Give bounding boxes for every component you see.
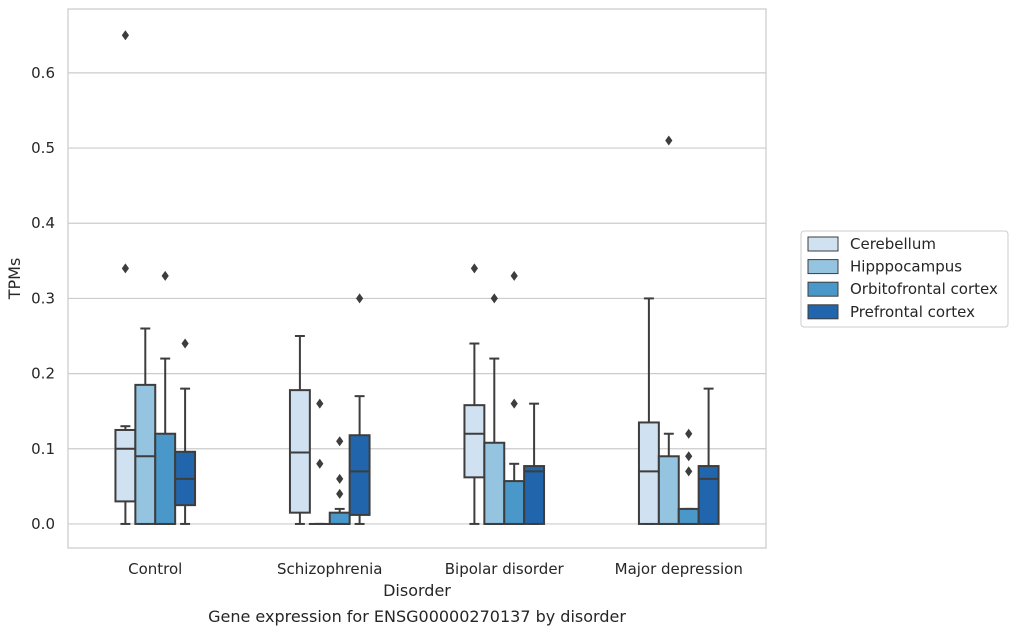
iqr-box [463, 404, 486, 479]
box-orbitofrontal-cortex [328, 436, 351, 525]
outlier-point [470, 263, 478, 274]
outlier-point [356, 293, 364, 304]
iqr-box [503, 480, 526, 525]
iqr-box [348, 434, 371, 516]
legend-label: Cerebellum [850, 235, 936, 253]
y-tick-label: 0.0 [31, 515, 55, 533]
y-axis-ticks: 0.0 0.1 0.2 0.3 0.4 0.5 0.6 [31, 64, 55, 533]
y-tick-label: 0.5 [31, 139, 55, 157]
legend-item: Cerebellum [807, 235, 936, 253]
y-tick-label: 0.3 [31, 289, 55, 307]
x-axis-ticks: Control Schizophrenia Bipolar disorder Majo… [128, 560, 743, 578]
chart-caption: Gene expression for ENSG00000270137 by d… [208, 607, 626, 626]
iqr-box [637, 421, 660, 525]
outlier-point [121, 263, 129, 274]
legend-swatch [807, 259, 839, 275]
outlier-point [336, 473, 344, 484]
outlier-point [161, 270, 169, 281]
iqr-box [677, 507, 700, 525]
outlier-point [685, 428, 693, 439]
y-tick-label: 0.1 [31, 440, 55, 458]
outlier-point [665, 135, 673, 146]
box-prefrontal-cortex [174, 338, 197, 525]
outlier-point [490, 293, 498, 304]
box-hipppocampus [657, 135, 680, 525]
x-axis-title: Disorder [383, 581, 451, 600]
legend-frame [800, 230, 1009, 328]
legend-item: Orbitofrontal cortex [807, 280, 998, 298]
legend-label: Hipppocampus [850, 258, 962, 276]
y-tick-label: 0.2 [31, 365, 55, 383]
outlier-point [181, 338, 189, 349]
legend-swatch [807, 304, 839, 320]
legend-swatch [807, 281, 839, 297]
outlier-point [316, 398, 324, 409]
box-plot-marks [114, 30, 720, 525]
box-orbitofrontal-cortex [677, 428, 700, 525]
box-cerebellum [114, 30, 137, 525]
outlier-point [336, 436, 344, 447]
iqr-box [154, 432, 177, 525]
outlier-point [510, 398, 518, 409]
legend-label: Orbitofrontal cortex [850, 280, 998, 298]
box-orbitofrontal-cortex [503, 270, 526, 525]
box-hipppocampus [483, 293, 506, 525]
iqr-box [328, 511, 351, 525]
box-hipppocampus [134, 327, 157, 525]
box-cerebellum [637, 297, 660, 525]
box-prefrontal-cortex [523, 402, 546, 525]
outlier-point [316, 458, 324, 469]
y-tick-label: 0.4 [31, 214, 55, 232]
legend-item: Prefrontal cortex [807, 303, 975, 321]
outlier-point [510, 270, 518, 281]
box-cerebellum [288, 335, 311, 525]
legend-item: Hipppocampus [807, 258, 962, 276]
box-prefrontal-cortex [348, 293, 371, 525]
x-tick-label: Schizophrenia [277, 560, 382, 578]
iqr-box [134, 383, 157, 525]
iqr-box [114, 428, 137, 503]
box-cerebellum [463, 263, 486, 525]
iqr-box [483, 441, 506, 525]
iqr-box [288, 389, 311, 514]
outlier-point [685, 451, 693, 462]
box-orbitofrontal-cortex [154, 270, 177, 525]
iqr-box [523, 465, 546, 525]
box-prefrontal-cortex [697, 387, 720, 525]
y-axis-title: TPMs [5, 258, 24, 301]
outlier-point [336, 488, 344, 499]
box-hipppocampus [308, 398, 331, 525]
iqr-box [657, 455, 680, 525]
outlier-point [685, 466, 693, 477]
legend: Cerebellum Hipppocampus Orbitofrontal cort… [800, 230, 1009, 328]
x-tick-label: Major depression [615, 560, 743, 578]
x-tick-label: Control [128, 560, 182, 578]
legend-swatch [807, 236, 839, 252]
x-tick-label: Bipolar disorder [445, 560, 565, 578]
plot-area-frame [67, 8, 767, 549]
y-tick-label: 0.6 [31, 64, 55, 82]
legend-label: Prefrontal cortex [850, 303, 975, 321]
iqr-box [697, 465, 720, 525]
outlier-point [121, 30, 129, 41]
